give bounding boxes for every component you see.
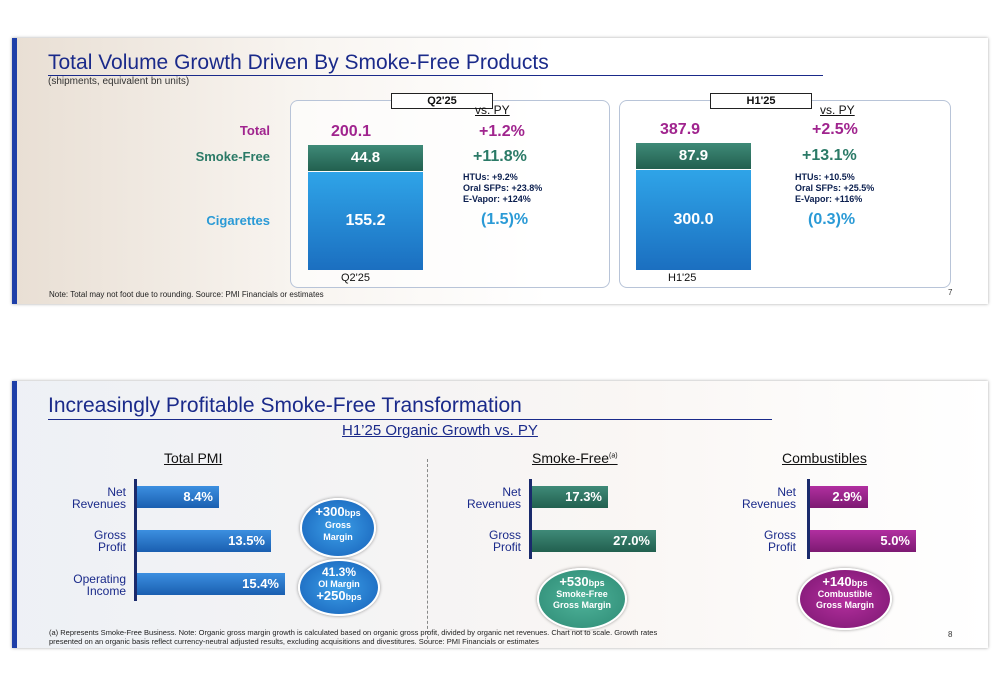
- smoke-free-details: HTUs: +10.5% Oral SFPs: +25.5% E-Vapor: …: [795, 172, 874, 205]
- detail-oral-sfps: Oral SFPs: +25.5%: [795, 183, 875, 193]
- detail-e-vapor: E-Vapor: +116%: [795, 194, 863, 204]
- slide-accent-bar: [12, 381, 17, 648]
- vs-py-label: vs. PY: [820, 103, 855, 117]
- title-underline: [48, 419, 772, 420]
- axis-line: [134, 479, 137, 601]
- slide-subtitle: (shipments, equivalent bn units): [48, 76, 190, 87]
- detail-e-vapor: E-Vapor: +124%: [463, 194, 531, 204]
- slide-title: Total Volume Growth Driven By Smoke-Free…: [48, 51, 549, 74]
- slide-volume-growth: Total Volume Growth Driven By Smoke-Free…: [12, 38, 988, 304]
- smoke-free-growth: +11.8%: [473, 148, 527, 165]
- bar-operating-income: 15.4%: [137, 573, 285, 595]
- row-label-cigarettes: Cigarettes: [206, 213, 270, 228]
- bar-net-revenues: 17.3%: [532, 486, 608, 508]
- total-value: 387.9: [660, 121, 701, 138]
- bar-base-label: Q2'25: [341, 272, 371, 284]
- label-gross-profit: Gross Profit: [488, 528, 521, 554]
- panel-q2-25: Q2'25 vs. PY 200.1 +1.2% 44.8 +11.8% HTU…: [290, 93, 610, 288]
- detail-oral-sfps: Oral SFPs: +23.8%: [463, 183, 543, 193]
- total-growth: +1.2%: [479, 123, 525, 140]
- row-label-smoke-free: Smoke-Free: [195, 149, 270, 164]
- smoke-free-bar: 44.8: [308, 145, 423, 171]
- label-net-revenues: Net Revenues: [466, 485, 521, 511]
- cigarettes-growth: (0.3)%: [808, 211, 856, 228]
- slide-profitable-transformation: Increasingly Profitable Smoke-Free Trans…: [12, 381, 988, 648]
- bar-net-revenues: 2.9%: [810, 486, 868, 508]
- axis-line: [529, 479, 532, 559]
- slide-accent-bar: [12, 38, 17, 304]
- smoke-free-growth: +13.1%: [802, 147, 857, 164]
- cigarettes-bar: 155.2: [308, 172, 423, 270]
- title-underline: [48, 75, 823, 76]
- label-net-revenues: Net Revenues: [741, 485, 796, 511]
- column-divider: [427, 459, 428, 639]
- detail-htus: HTUs: +10.5%: [795, 172, 855, 182]
- label-net-revenues: Net Revenues: [71, 485, 126, 511]
- cigarettes-growth: (1.5)%: [481, 211, 529, 228]
- smoke-free-bar: 87.9: [636, 143, 751, 169]
- panel-h1-25: H1'25 vs. PY 387.9 +2.5% 87.9 +13.1% HTU…: [619, 93, 951, 288]
- bubble-smoke-free-gross-margin: +530bps Smoke-Free Gross Margin: [537, 568, 627, 630]
- footnote: Note: Total may not foot due to rounding…: [49, 290, 324, 299]
- bar-base-label: H1'25: [668, 272, 697, 284]
- cigarettes-bar: 300.0: [636, 170, 751, 270]
- row-label-total: Total: [239, 123, 270, 138]
- total-value: 200.1: [331, 123, 372, 140]
- footnote-line-2: presented on an organic basis reflect cu…: [49, 637, 539, 646]
- col-heading-smoke-free: Smoke-Free(a): [532, 450, 618, 466]
- label-operating-income: Operating Income: [73, 572, 126, 598]
- bar-gross-profit: 5.0%: [810, 530, 916, 552]
- label-gross-profit: Gross Profit: [763, 528, 796, 554]
- bubble-oi-margin: 41.3% OI Margin +250bps: [298, 559, 380, 616]
- period-tag: Q2'25: [391, 93, 493, 109]
- center-heading: H1’25 Organic Growth vs. PY: [342, 422, 538, 439]
- label-gross-profit: Gross Profit: [93, 528, 126, 554]
- smoke-free-details: HTUs: +9.2% Oral SFPs: +23.8% E-Vapor: +…: [463, 172, 542, 205]
- page-number: 8: [948, 630, 953, 639]
- col-heading-combustibles: Combustibles: [782, 450, 867, 466]
- detail-htus: HTUs: +9.2%: [463, 172, 518, 182]
- bubble-combustible-gross-margin: +140bps Combustible Gross Margin: [798, 568, 892, 630]
- bar-gross-profit: 13.5%: [137, 530, 271, 552]
- page-number: 7: [948, 288, 953, 297]
- col-heading-total-pmi: Total PMI: [164, 450, 223, 466]
- footnote-line-1: (a) Represents Smoke-Free Business. Note…: [49, 628, 658, 637]
- bar-net-revenues: 8.4%: [137, 486, 219, 508]
- bar-gross-profit: 27.0%: [532, 530, 656, 552]
- axis-line: [807, 479, 810, 559]
- period-tag: H1'25: [710, 93, 812, 109]
- bubble-gross-margin: +300bps Gross Margin: [300, 498, 376, 558]
- vs-py-label: vs. PY: [475, 103, 510, 117]
- slide-title: Increasingly Profitable Smoke-Free Trans…: [48, 394, 522, 417]
- total-growth: +2.5%: [812, 121, 858, 138]
